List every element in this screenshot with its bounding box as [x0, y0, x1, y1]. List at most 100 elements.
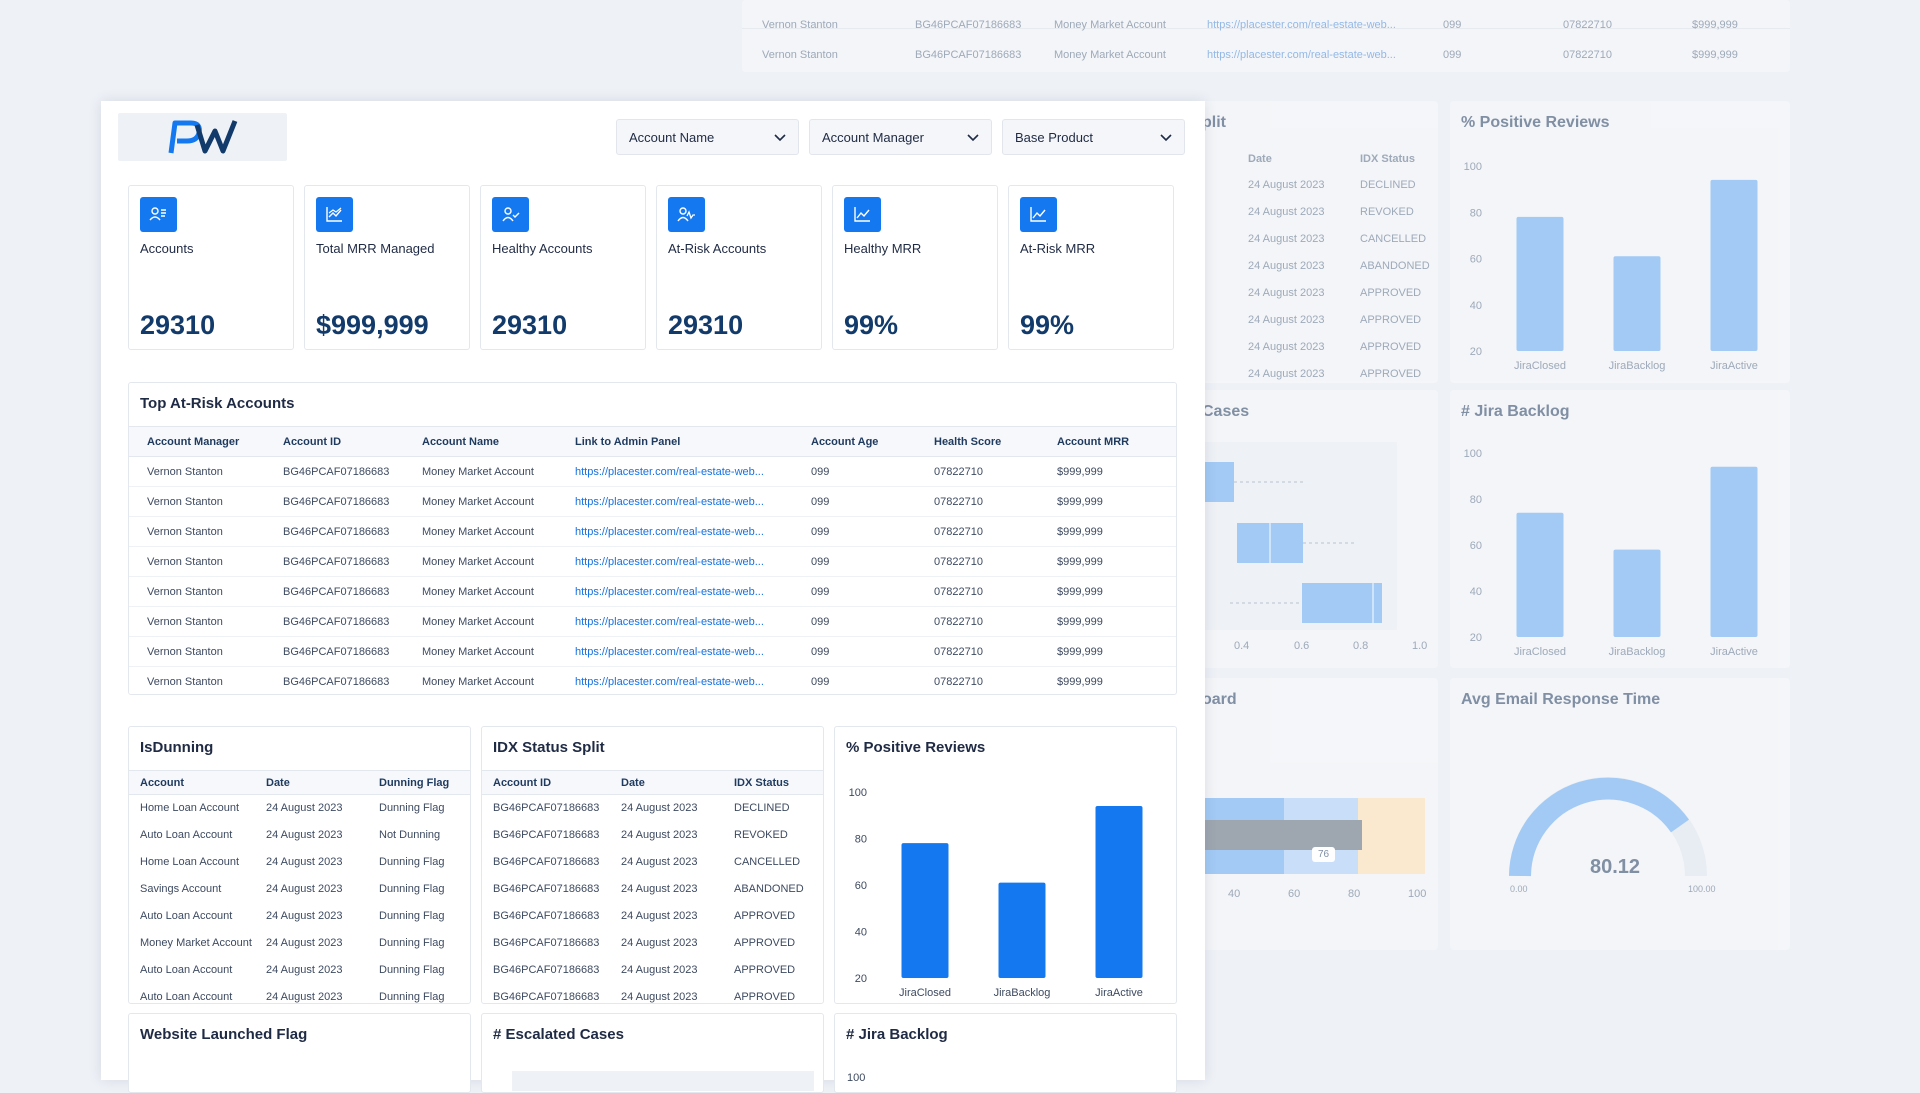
table-row[interactable]: BG46PCAF07186683 24 August 2023 DECLINED [482, 795, 823, 822]
admin-panel-link[interactable]: https://placester.com/real-estate-web... [575, 555, 764, 568]
kpi-card[interactable]: At-Risk MRR 99% [1008, 185, 1174, 350]
col-header[interactable]: Account Name [422, 426, 575, 457]
dropdown-label: Account Manager [822, 129, 924, 145]
table-cell: 24 August 2023 [266, 829, 343, 841]
line-chart-icon [316, 197, 353, 232]
table-row[interactable]: Vernon Stanton BG46PCAF07186683 Money Mark… [129, 576, 1176, 607]
chevron-down-icon [1160, 130, 1172, 145]
kpi-card[interactable]: Total MRR Managed $999,999 [304, 185, 470, 350]
table-row[interactable]: Savings Account 24 August 2023 Dunning Fla… [129, 876, 470, 903]
admin-panel-link[interactable]: https://placester.com/real-estate-web... [575, 645, 764, 658]
table-cell: Dunning Flag [379, 856, 445, 868]
table-cell: 099 [811, 636, 934, 667]
table-row[interactable]: Auto Loan Account 24 August 2023 Dunning F… [129, 903, 470, 930]
bar-JiraBacklog[interactable] [998, 882, 1046, 978]
table-row[interactable]: Vernon Stanton BG46PCAF07186683 Money Mark… [129, 516, 1176, 547]
table-row[interactable]: Auto Loan Account 24 August 2023 Not Dunni… [129, 822, 470, 849]
admin-panel-link[interactable]: https://placester.com/real-estate-web... [575, 465, 764, 478]
table-row[interactable]: Vernon Stanton BG46PCAF07186683 Money Mark… [129, 666, 1176, 694]
table-row[interactable]: Vernon Stanton BG46PCAF07186683 Money Mark… [129, 606, 1176, 637]
table-row[interactable]: Money Market Account 24 August 2023 Dunnin… [129, 930, 470, 957]
table-cell: 099 [811, 456, 934, 487]
table-cell: 07822710 [934, 486, 1057, 517]
link-cell[interactable]: https://placester.com/real-estate-web... [575, 456, 811, 487]
user-pulse-icon [668, 197, 705, 232]
bar-JiraClosed[interactable] [901, 843, 949, 978]
bar-JiraClosed[interactable] [1516, 512, 1564, 637]
col-header[interactable]: Account ID [283, 426, 422, 457]
admin-panel-link[interactable]: https://placester.com/real-estate-web... [575, 675, 764, 688]
kpi-value: 29310 [668, 310, 744, 340]
bg-bullet-value: 76 [1312, 847, 1336, 862]
col-header[interactable]: Dunning Flag [379, 770, 470, 795]
table-row[interactable]: BG46PCAF07186683 24 August 2023 APPROVED [482, 930, 823, 957]
base-product-dropdown[interactable]: Base Product [1002, 119, 1185, 155]
bg-split-title: plit [1202, 114, 1226, 131]
bg-split-cell: 24 August 2023 [1248, 260, 1325, 272]
admin-panel-link[interactable]: https://placester.com/real-estate-web... [575, 525, 764, 538]
admin-panel-link[interactable]: https://placester.com/real-estate-web... [575, 495, 764, 508]
col-header[interactable]: IDX Status [734, 770, 823, 795]
bar-JiraClosed[interactable] [1516, 216, 1564, 351]
col-header[interactable]: Account Age [811, 426, 934, 457]
link-cell[interactable]: https://placester.com/real-estate-web... [575, 486, 811, 517]
table-cell: 07822710 [934, 576, 1057, 607]
account-manager-dropdown[interactable]: Account Manager [809, 119, 992, 155]
table-row[interactable]: BG46PCAF07186683 24 August 2023 REVOKED [482, 822, 823, 849]
link-cell[interactable]: https://placester.com/real-estate-web... [575, 516, 811, 547]
admin-panel-link[interactable]: https://placester.com/real-estate-web... [575, 585, 764, 598]
table-row[interactable]: BG46PCAF07186683 24 August 2023 APPROVED [482, 957, 823, 984]
bar-JiraActive[interactable] [1710, 466, 1758, 637]
table-row[interactable]: Home Loan Account 24 August 2023 Dunning F… [129, 795, 470, 822]
kpi-card[interactable]: At-Risk Accounts 29310 [656, 185, 822, 350]
col-header[interactable]: Account ID [482, 770, 621, 795]
kpi-label: At-Risk Accounts [668, 241, 767, 256]
table-row[interactable]: Vernon Stanton BG46PCAF07186683 Money Mark… [129, 546, 1176, 577]
col-header[interactable]: Date [621, 770, 734, 795]
bar-JiraBacklog[interactable] [1613, 256, 1661, 351]
table-row[interactable]: Vernon Stanton BG46PCAF07186683 Money Mark… [129, 636, 1176, 667]
link-cell[interactable]: https://placester.com/real-estate-web... [575, 546, 811, 577]
kpi-card[interactable]: Healthy MRR 99% [832, 185, 998, 350]
table-row[interactable]: Auto Loan Account 24 August 2023 Dunning F… [129, 957, 470, 984]
link-cell[interactable]: https://placester.com/real-estate-web... [575, 576, 811, 607]
table-row[interactable]: Vernon Stanton BG46PCAF07186683 Money Mark… [129, 456, 1176, 487]
link-cell[interactable]: https://placester.com/real-estate-web... [575, 606, 811, 637]
bar-JiraBacklog[interactable] [1613, 549, 1661, 637]
link-cell[interactable]: https://placester.com/real-estate-web... [575, 636, 811, 667]
isdunning-table: Account Date Dunning Flag Home Loan Acco… [129, 770, 470, 1003]
account-name-dropdown[interactable]: Account Name [616, 119, 799, 155]
table-cell: Home Loan Account [140, 802, 240, 815]
table-cell: Vernon Stanton [129, 516, 283, 547]
table-row[interactable]: BG46PCAF07186683 24 August 2023 ABANDONED [482, 876, 823, 903]
col-header[interactable]: Account [129, 770, 266, 795]
kpi-label: Total MRR Managed [316, 241, 435, 256]
table-cell: 07822710 [934, 636, 1057, 667]
kpi-value: 99% [844, 310, 899, 340]
table-row[interactable]: BG46PCAF07186683 24 August 2023 CANCELLED [482, 849, 823, 876]
y-tick: 100 [847, 1072, 866, 1084]
col-header[interactable]: Health Score [934, 426, 1057, 457]
table-cell: 24 August 2023 [621, 937, 698, 949]
bar-JiraActive[interactable] [1095, 805, 1143, 978]
kpi-card[interactable]: Healthy Accounts 29310 [480, 185, 646, 350]
table-cell: Money Market Account [422, 636, 575, 667]
col-header[interactable]: Account MRR [1057, 426, 1176, 457]
table-cell: Money Market Account [422, 456, 575, 487]
col-header[interactable]: Date [266, 770, 379, 795]
table-cell: BG46PCAF07186683 [283, 606, 422, 637]
table-row[interactable]: BG46PCAF07186683 24 August 2023 APPROVED [482, 984, 823, 1003]
link-cell[interactable]: https://placester.com/real-estate-web... [575, 666, 811, 694]
kpi-value: 29310 [492, 310, 568, 340]
col-header[interactable]: Account Manager [129, 426, 283, 457]
table-row[interactable]: Home Loan Account 24 August 2023 Dunning F… [129, 849, 470, 876]
bar-JiraActive[interactable] [1710, 179, 1758, 351]
kpi-card[interactable]: Accounts 29310 [128, 185, 294, 350]
table-cell: CANCELLED [734, 856, 801, 868]
col-header[interactable]: Link to Admin Panel [575, 426, 811, 457]
admin-panel-link[interactable]: https://placester.com/real-estate-web... [575, 615, 764, 628]
table-row[interactable]: BG46PCAF07186683 24 August 2023 APPROVED [482, 903, 823, 930]
bg-bullet-board: oard 76 40 60 80 100 [1170, 678, 1438, 950]
table-row[interactable]: Auto Loan Account 24 August 2023 Dunning F… [129, 984, 470, 1003]
table-row[interactable]: Vernon Stanton BG46PCAF07186683 Money Mark… [129, 486, 1176, 517]
